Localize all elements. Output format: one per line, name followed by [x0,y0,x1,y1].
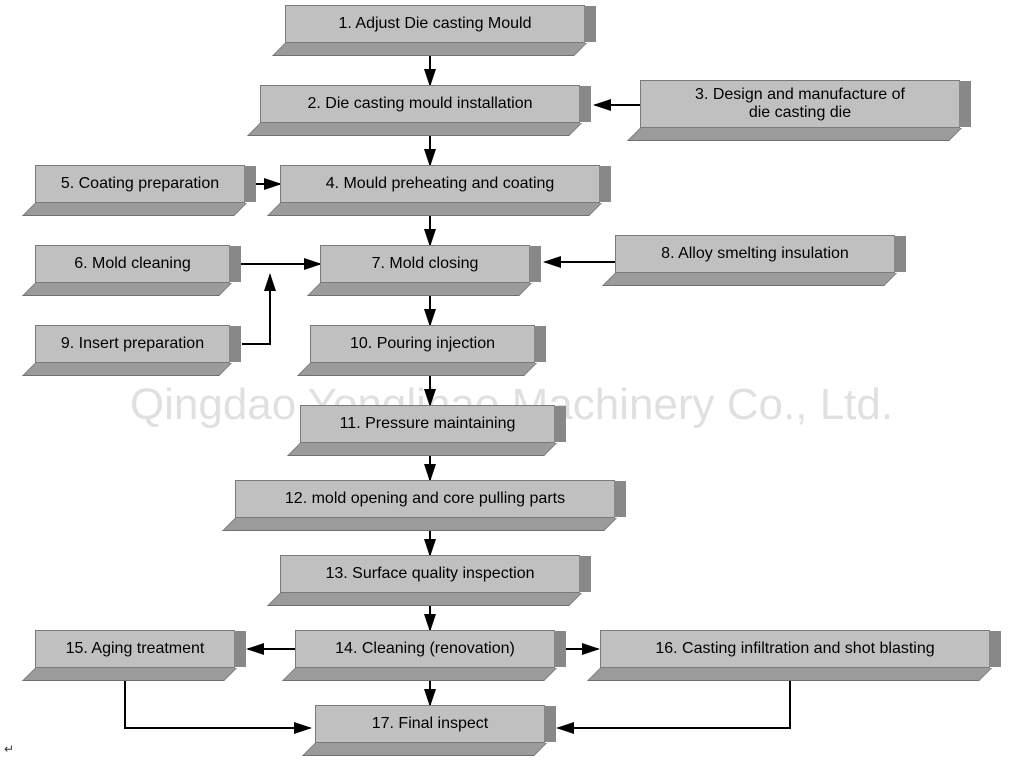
flow-node-label: 3. Design and manufacture ofdie casting … [640,80,960,128]
flow-node-label: 8. Alloy smelting insulation [615,235,895,273]
flow-node-label: 5. Coating preparation [35,165,245,203]
flow-node-n16: 16. Casting infiltration and shot blasti… [600,630,990,680]
arrow-n15-n17 [125,680,310,728]
flow-node-depth [285,43,585,55]
flow-node-n1: 1. Adjust Die casting Mould [285,5,585,55]
flow-node-depth [320,283,530,295]
flow-node-label: 6. Mold cleaning [35,245,230,283]
flow-node-n15: 15. Aging treatment [35,630,235,680]
flow-node-n7: 7. Mold closing [320,245,530,295]
flow-node-n13: 13. Surface quality inspection [280,555,580,605]
flow-node-n6: 6. Mold cleaning [35,245,230,295]
flow-node-depth [315,743,545,755]
flow-node-n17: 17. Final inspect [315,705,545,755]
flow-node-n3: 3. Design and manufacture ofdie casting … [640,80,960,140]
flow-node-label: 14. Cleaning (renovation) [295,630,555,668]
flow-node-depth [600,668,990,680]
flow-node-depth [35,283,230,295]
flow-node-label: 12. mold opening and core pulling parts [235,480,615,518]
flow-node-label: 17. Final inspect [315,705,545,743]
arrow-n9-n7 [242,275,270,344]
flow-node-depth [35,203,245,215]
flow-node-label: 11. Pressure maintaining [300,405,555,443]
flow-node-n2: 2. Die casting mould installation [260,85,580,135]
flow-node-depth [615,273,895,285]
flow-node-depth [295,668,555,680]
flow-node-n11: 11. Pressure maintaining [300,405,555,455]
flow-node-label: 10. Pouring injection [310,325,535,363]
flow-node-depth [280,203,600,215]
flow-node-label: 2. Die casting mould installation [260,85,580,123]
flow-node-label: 7. Mold closing [320,245,530,283]
flow-node-depth [35,363,230,375]
flow-node-label: 16. Casting infiltration and shot blasti… [600,630,990,668]
flow-node-depth [310,363,535,375]
flow-node-label: 15. Aging treatment [35,630,235,668]
flow-node-depth [300,443,555,455]
arrow-n16-n17 [558,680,790,728]
flow-node-n4: 4. Mould preheating and coating [280,165,600,215]
corner-mark: ↵ [4,742,14,756]
flow-node-depth [35,668,235,680]
flow-node-n14: 14. Cleaning (renovation) [295,630,555,680]
flow-node-depth [260,123,580,135]
flow-node-label: 4. Mould preheating and coating [280,165,600,203]
flow-node-depth [280,593,580,605]
flow-node-depth [640,128,960,140]
flow-node-n10: 10. Pouring injection [310,325,535,375]
flow-node-depth [235,518,615,530]
flow-node-label: 1. Adjust Die casting Mould [285,5,585,43]
flow-node-n5: 5. Coating preparation [35,165,245,215]
flow-node-n9: 9. Insert preparation [35,325,230,375]
flow-node-n8: 8. Alloy smelting insulation [615,235,895,285]
flow-node-label: 13. Surface quality inspection [280,555,580,593]
flow-node-label: 9. Insert preparation [35,325,230,363]
flow-node-n12: 12. mold opening and core pulling parts [235,480,615,530]
